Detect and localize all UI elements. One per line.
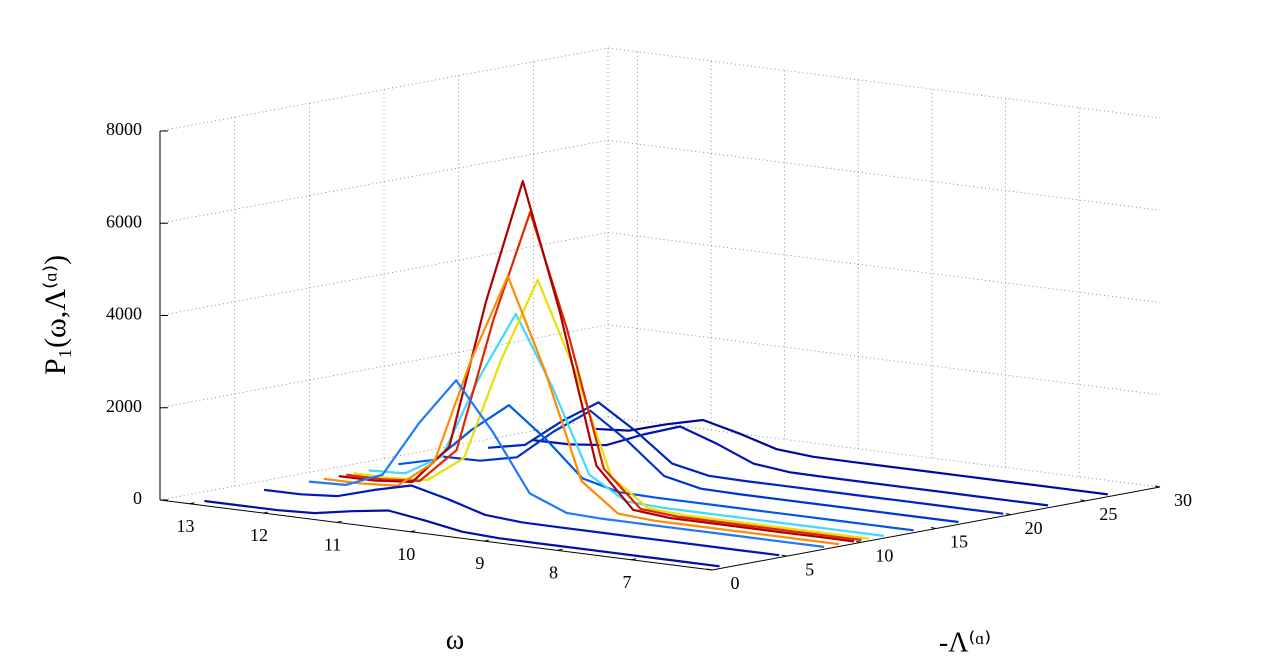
z-tick-label: 8000 xyxy=(106,119,142,139)
curve xyxy=(308,379,825,548)
tick-mark xyxy=(262,511,269,514)
y-tick-label: 15 xyxy=(950,532,968,552)
y-tick-label: 0 xyxy=(731,573,740,593)
curve xyxy=(204,499,720,568)
curve xyxy=(346,210,862,542)
tick-mark xyxy=(410,530,416,533)
x-tick-label: 10 xyxy=(397,544,415,564)
tick-mark xyxy=(1005,513,1011,516)
grid-line xyxy=(607,139,1161,211)
tick-mark xyxy=(706,568,713,571)
curve xyxy=(532,425,1049,507)
tick-mark xyxy=(630,558,637,561)
axis-line xyxy=(159,499,713,571)
curve xyxy=(592,418,1108,496)
x-tick-label: 13 xyxy=(176,516,194,536)
curve xyxy=(263,484,780,557)
tick-mark xyxy=(557,548,563,551)
x-axis-label: ω xyxy=(446,624,464,655)
x-tick-label: 7 xyxy=(623,572,632,592)
tick-mark xyxy=(1154,485,1161,488)
y-tick-label: 25 xyxy=(1099,504,1117,524)
tick-mark xyxy=(856,540,862,543)
z-tick-label: 6000 xyxy=(106,211,142,231)
y-axis-label: -Λ⁽ᵅ⁾ xyxy=(939,627,991,658)
x-tick-label: 12 xyxy=(250,525,268,545)
tick-mark xyxy=(1080,499,1086,502)
x-tick-label: 8 xyxy=(549,563,558,583)
curve xyxy=(488,401,1004,515)
tick-mark xyxy=(483,539,489,542)
y-tick-label: 20 xyxy=(1025,518,1043,538)
z-tick-label: 2000 xyxy=(106,396,142,416)
x-tick-label: 9 xyxy=(475,553,484,573)
grid-line xyxy=(607,416,1161,488)
grid-line xyxy=(607,232,1161,303)
curve xyxy=(443,409,959,524)
z-tick-label: 4000 xyxy=(106,304,142,324)
grid-line xyxy=(607,324,1161,396)
x-tick-label: 11 xyxy=(324,535,341,555)
y-tick-label: 10 xyxy=(875,545,893,565)
curve xyxy=(323,275,840,546)
y-tick-label: 5 xyxy=(805,559,814,579)
grid-line xyxy=(607,47,1161,119)
tick-mark xyxy=(189,502,195,505)
y-tick-label: 30 xyxy=(1174,490,1192,510)
z-tick-label: 0 xyxy=(133,488,142,508)
tick-mark xyxy=(781,554,787,557)
curve xyxy=(338,180,855,543)
tick-mark xyxy=(336,520,342,523)
tick-mark xyxy=(930,527,937,529)
z-axis-label: P₁(ω,Λ⁽ᵅ⁾) xyxy=(39,255,72,375)
